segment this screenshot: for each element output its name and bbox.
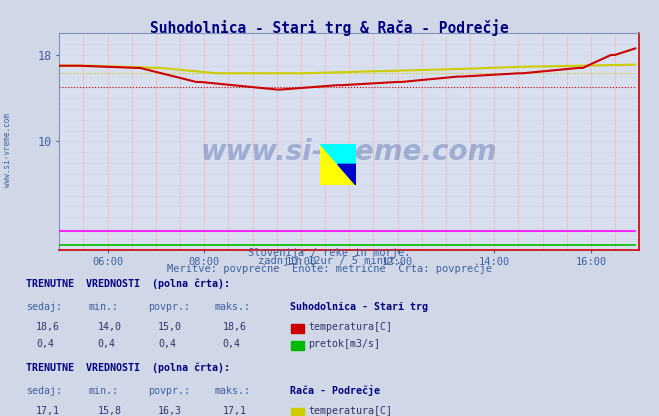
Text: pretok[m3/s]: pretok[m3/s] bbox=[308, 339, 380, 349]
Polygon shape bbox=[320, 144, 356, 185]
Text: maks.:: maks.: bbox=[214, 386, 250, 396]
Text: povpr.:: povpr.: bbox=[148, 302, 190, 312]
Text: Rača - Podrečje: Rača - Podrečje bbox=[290, 384, 380, 396]
Text: TRENUTNE  VREDNOSTI  (polna črta):: TRENUTNE VREDNOSTI (polna črta): bbox=[26, 362, 231, 373]
Text: Suhodolnica - Stari trg & Rača - Podrečje: Suhodolnica - Stari trg & Rača - Podrečj… bbox=[150, 19, 509, 35]
Text: povpr.:: povpr.: bbox=[148, 386, 190, 396]
Text: www.si-vreme.com: www.si-vreme.com bbox=[3, 113, 13, 187]
Text: Slovenija / reke in morje.: Slovenija / reke in morje. bbox=[248, 248, 411, 258]
Text: 0,4: 0,4 bbox=[158, 339, 176, 349]
Polygon shape bbox=[320, 144, 356, 185]
Text: Suhodolnica - Stari trg: Suhodolnica - Stari trg bbox=[290, 302, 428, 312]
Text: 17,1: 17,1 bbox=[223, 406, 246, 416]
Text: 15,8: 15,8 bbox=[98, 406, 121, 416]
Text: 15,0: 15,0 bbox=[158, 322, 182, 332]
Text: Meritve: povprečne  Enote: metrične  Črta: povprečje: Meritve: povprečne Enote: metrične Črta:… bbox=[167, 262, 492, 275]
Text: 0,4: 0,4 bbox=[36, 339, 54, 349]
Text: TRENUTNE  VREDNOSTI  (polna črta):: TRENUTNE VREDNOSTI (polna črta): bbox=[26, 279, 231, 289]
Text: 18,6: 18,6 bbox=[36, 322, 60, 332]
Text: www.si-vreme.com: www.si-vreme.com bbox=[201, 138, 498, 166]
Text: temperatura[C]: temperatura[C] bbox=[308, 322, 392, 332]
Text: 18,6: 18,6 bbox=[223, 322, 246, 332]
Text: min.:: min.: bbox=[89, 386, 119, 396]
Text: 16,3: 16,3 bbox=[158, 406, 182, 416]
Text: 0,4: 0,4 bbox=[98, 339, 115, 349]
Text: maks.:: maks.: bbox=[214, 302, 250, 312]
Polygon shape bbox=[338, 164, 356, 185]
Text: sedaj:: sedaj: bbox=[26, 302, 63, 312]
Text: temperatura[C]: temperatura[C] bbox=[308, 406, 392, 416]
Text: 14,0: 14,0 bbox=[98, 322, 121, 332]
Text: min.:: min.: bbox=[89, 302, 119, 312]
Text: sedaj:: sedaj: bbox=[26, 386, 63, 396]
Text: zadnjih 12ur / 5 minut.: zadnjih 12ur / 5 minut. bbox=[258, 256, 401, 266]
Text: 0,4: 0,4 bbox=[223, 339, 241, 349]
Text: 17,1: 17,1 bbox=[36, 406, 60, 416]
